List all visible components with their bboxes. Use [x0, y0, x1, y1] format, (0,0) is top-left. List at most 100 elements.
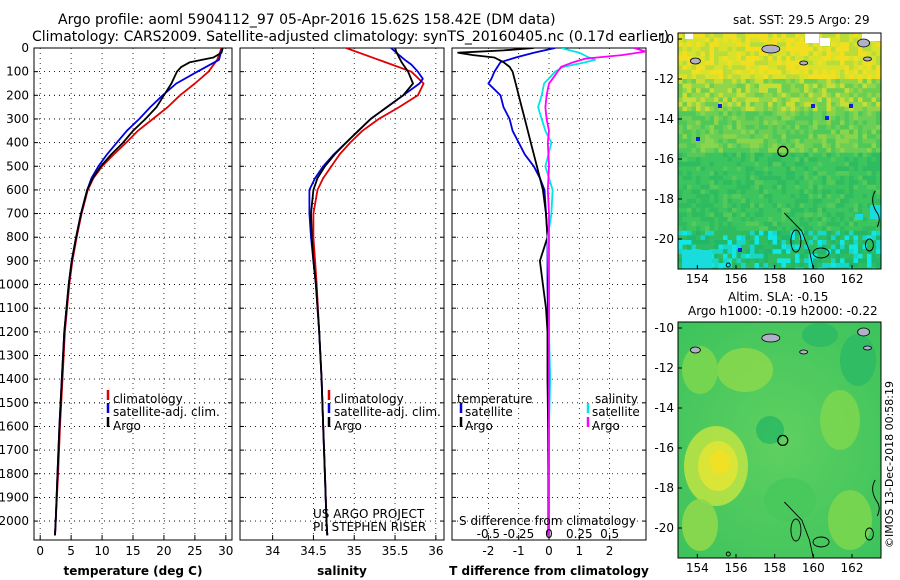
diff-legend-sal-argo: Argo [592, 419, 620, 433]
y-tick-label: 1300 [0, 349, 29, 363]
y-tick-label: 1500 [0, 396, 29, 410]
header-title-line1: Argo profile: aoml 5904112_97 05-Apr-201… [58, 12, 556, 28]
s-tick-label: -0.25 [503, 527, 534, 541]
y-tick-label: 1100 [0, 301, 29, 315]
imos-credit: ©IMOS 13-Dec-2018 00:58:19 [883, 381, 896, 548]
plot-frame [239, 47, 445, 541]
island-shape [799, 60, 809, 66]
lon-tick-label: 154 [686, 561, 709, 575]
y-tick-label: 2000 [0, 514, 29, 528]
lat-tick-label: -14 [654, 401, 674, 415]
x-tick-label: 1 [575, 544, 583, 558]
lon-tick-label: 154 [686, 272, 709, 286]
y-tick-label: 700 [6, 207, 29, 221]
reef-outline [872, 190, 880, 228]
island-shape [799, 349, 809, 355]
island-shape [761, 333, 781, 343]
reef-outline [725, 551, 731, 557]
y-tick-label: 800 [6, 230, 29, 244]
reef-outline [790, 229, 802, 253]
y-tick-label: 1900 [0, 490, 29, 504]
y-tick-label: 1800 [0, 467, 29, 481]
lon-tick-label: 160 [802, 272, 825, 286]
x-tick-label: 5 [67, 544, 75, 558]
lat-tick-label: -10 [654, 32, 674, 46]
argo-location-marker [777, 434, 789, 446]
series-line-argo-salinity [544, 48, 646, 536]
diff-legend-sal-satellite: satellite [592, 405, 640, 419]
x-tick-label: 2 [606, 544, 614, 558]
y-tick-label: 1400 [0, 372, 29, 386]
y-tick-label: 400 [6, 136, 29, 150]
reef-outline [864, 238, 874, 252]
y-tick-label: 100 [6, 65, 29, 79]
x-tick-label: 34 [265, 544, 280, 558]
lat-tick-label: -16 [654, 152, 674, 166]
lon-tick-label: 162 [841, 272, 864, 286]
map-frame [677, 321, 882, 559]
sal-legend-climatology: climatology [334, 392, 404, 406]
series-line-satellite-adj-clim- [308, 48, 424, 536]
x-tick-label: 35 [347, 544, 362, 558]
temp-legend-climatology: climatology [113, 392, 183, 406]
sal-legend-argo: Argo [334, 419, 362, 433]
x-axis-label: temperature (deg C) [64, 564, 203, 578]
lat-tick-label: -16 [654, 441, 674, 455]
sla-map-subtitle: Argo h1000: -0.19 h2000: -0.22 [688, 304, 878, 318]
y-tick-label: 300 [6, 112, 29, 126]
argo-location-marker [777, 145, 789, 157]
reef-outline [790, 518, 802, 542]
series-line-satellite-temperature [487, 48, 556, 536]
island-shape [761, 44, 781, 54]
lat-tick-label: -12 [654, 72, 674, 86]
pi-credit: PI: STEPHEN RISER [313, 520, 426, 534]
x-tick-label: 25 [187, 544, 202, 558]
diff-s-axis-title: S difference from climatology [459, 514, 636, 528]
x-tick-label: 10 [94, 544, 109, 558]
sla-map: 154 156 158 160 162 -10 -12 -14 -16 -18 -20 [654, 321, 882, 575]
series-line-argo [310, 48, 414, 536]
lon-tick-label: 158 [763, 272, 786, 286]
reef-outline [784, 212, 814, 269]
x-tick-label: 30 [218, 544, 233, 558]
header-title-line2: Climatology: CARS2009. Satellite-adjuste… [32, 29, 669, 45]
y-tick-label: 500 [6, 159, 29, 173]
lat-tick-label: -20 [654, 521, 674, 535]
diff-legend-temp-title: temperature [457, 392, 532, 406]
temp-legend-satellite: satellite-adj. clim. [113, 405, 220, 419]
diff-legend-temp-argo: Argo [465, 419, 493, 433]
island-shape [863, 56, 872, 62]
x-tick-label: 20 [156, 544, 171, 558]
series-line-satellite-adj-clim- [54, 48, 223, 536]
series-line-argo [54, 48, 224, 536]
map-frame [677, 32, 882, 270]
diff-legend-temp-satellite: satellite [465, 405, 513, 419]
island-shape [857, 38, 870, 48]
y-tick-label: 1600 [0, 419, 29, 433]
lon-tick-label: 156 [725, 272, 748, 286]
y-tick-label: 1200 [0, 325, 29, 339]
y-tick-label: 1700 [0, 443, 29, 457]
lon-tick-label: 156 [725, 561, 748, 575]
reef-outline [812, 536, 830, 548]
lat-tick-label: -14 [654, 112, 674, 126]
x-tick-label: -1 [513, 544, 525, 558]
sst-map: 154 156 158 160 162 -10 -12 -14 -16 -18 -20 [654, 32, 882, 286]
lon-tick-label: 158 [763, 561, 786, 575]
sal-legend-satellite: satellite-adj. clim. [334, 405, 441, 419]
temp-legend-argo: Argo [113, 419, 141, 433]
y-tick-label: 200 [6, 88, 29, 102]
x-tick-label: 15 [125, 544, 140, 558]
reef-outline [864, 527, 874, 541]
island-shape [863, 345, 872, 351]
x-axis-label: salinity [317, 564, 367, 578]
reef-outline [725, 262, 731, 268]
island-shape [857, 327, 870, 337]
sst-map-title: sat. SST: 29.5 Argo: 29 [733, 13, 870, 27]
island-shape [690, 57, 701, 65]
island-shape [690, 346, 701, 354]
y-tick-label: 0 [21, 41, 29, 55]
lon-tick-label: 162 [841, 561, 864, 575]
x-tick-label: 0 [36, 544, 44, 558]
